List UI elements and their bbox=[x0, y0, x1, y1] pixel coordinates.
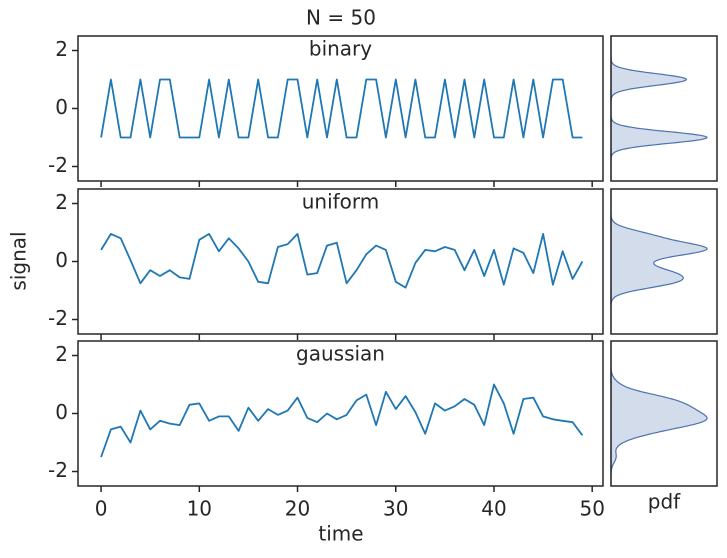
panel-frame bbox=[77, 35, 604, 182]
marginal-frame bbox=[610, 35, 718, 182]
y-tick-label: -2 bbox=[48, 306, 68, 330]
x-tick-label: 40 bbox=[481, 497, 506, 521]
y-tick-label: 2 bbox=[55, 190, 68, 214]
y-tick-label: -2 bbox=[48, 153, 68, 177]
panel-frame bbox=[77, 188, 604, 335]
y-tick-label: 2 bbox=[55, 342, 68, 366]
x-tick-label: 0 bbox=[95, 497, 108, 521]
pdf-area bbox=[610, 341, 708, 486]
signal-line bbox=[100, 233, 584, 289]
marginal-axis-label: pdf bbox=[648, 490, 681, 514]
marginal-frame bbox=[610, 340, 718, 487]
x-tick-label: 10 bbox=[187, 497, 212, 521]
y-tick-label: 0 bbox=[55, 95, 68, 119]
x-axis-label: time bbox=[318, 522, 363, 546]
signal-line bbox=[100, 383, 584, 458]
signal-line bbox=[100, 78, 583, 139]
x-tick-label: 30 bbox=[383, 497, 408, 521]
y-tick-label: 0 bbox=[55, 248, 68, 272]
panel-frame bbox=[77, 340, 604, 487]
panel-title: gaussian bbox=[296, 342, 385, 366]
marginal-frame bbox=[610, 188, 718, 335]
panel-title: uniform bbox=[302, 190, 380, 214]
y-tick-label: 2 bbox=[55, 37, 68, 61]
pdf-area bbox=[610, 36, 708, 181]
y-axis-label: signal bbox=[7, 231, 31, 290]
y-tick-label: -2 bbox=[48, 458, 68, 482]
x-tick-label: 50 bbox=[579, 497, 604, 521]
chart-title: N = 50 bbox=[306, 6, 376, 30]
x-tick-label: 20 bbox=[285, 497, 310, 521]
pdf-area bbox=[610, 189, 708, 334]
y-tick-label: 0 bbox=[55, 400, 68, 424]
panel-title: binary bbox=[309, 37, 372, 61]
